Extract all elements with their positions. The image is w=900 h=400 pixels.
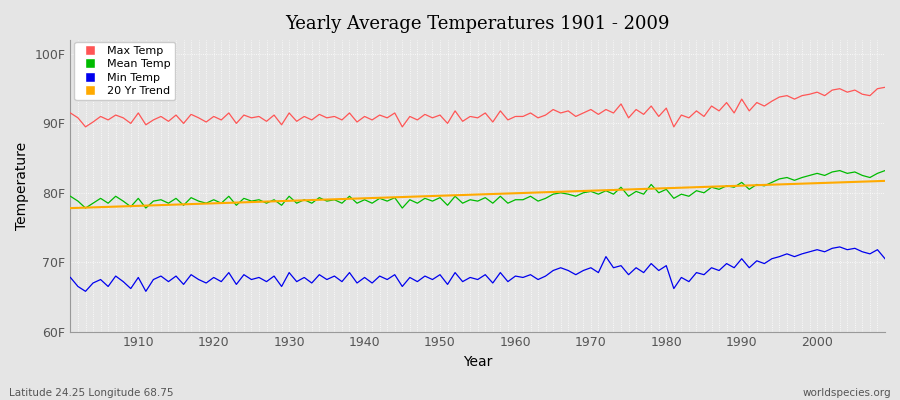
Text: worldspecies.org: worldspecies.org (803, 388, 891, 398)
Y-axis label: Temperature: Temperature (15, 142, 29, 230)
X-axis label: Year: Year (463, 355, 492, 369)
Text: Latitude 24.25 Longitude 68.75: Latitude 24.25 Longitude 68.75 (9, 388, 174, 398)
Title: Yearly Average Temperatures 1901 - 2009: Yearly Average Temperatures 1901 - 2009 (285, 15, 670, 33)
Legend: Max Temp, Mean Temp, Min Temp, 20 Yr Trend: Max Temp, Mean Temp, Min Temp, 20 Yr Tre… (75, 42, 175, 100)
